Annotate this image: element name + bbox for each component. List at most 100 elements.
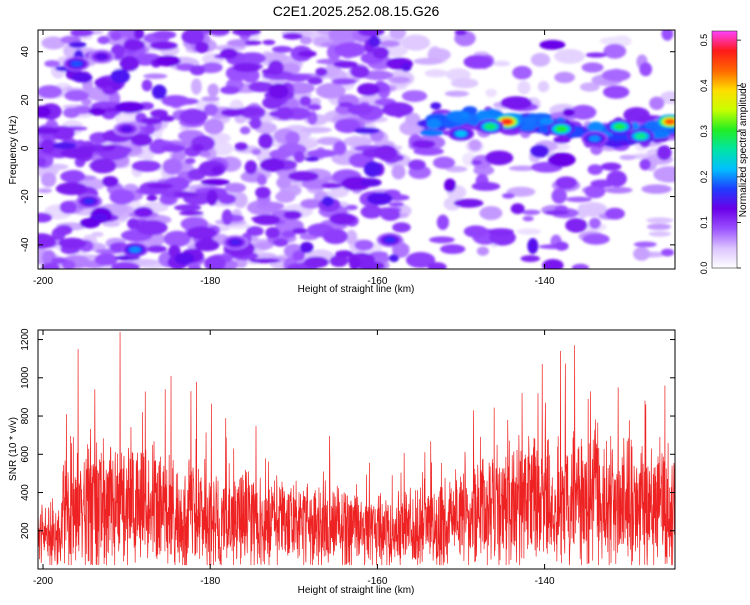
heatmap-cell [288, 171, 319, 182]
colorbar: 0.0 0.1 0.2 0.3 0.4 0.5 Normalized spectral a… [699, 30, 749, 274]
heatmap-cell [565, 218, 588, 233]
heatmap-cell [468, 139, 482, 151]
heatmap-cell [232, 62, 261, 73]
colorbar-tick-label: 0.5 [699, 34, 709, 47]
spectrogram-heatmap [38, 30, 675, 269]
heatmap-cell [430, 102, 442, 110]
heatmap-cell [258, 133, 274, 150]
heatmap-cell [649, 96, 665, 111]
spectrogram-frame [37, 29, 676, 270]
heatmap-cell [96, 53, 107, 60]
heatmap-cell [155, 55, 181, 67]
heatmap-cell [487, 228, 514, 236]
heatmap-cell [173, 98, 199, 105]
heatmap-cell [244, 40, 262, 46]
heatmap-cell [192, 144, 204, 152]
heatmap-cell [444, 90, 470, 97]
heatmap-cell [194, 239, 220, 252]
heatmap-cell [479, 206, 503, 221]
heatmap-cell [579, 202, 608, 217]
heatmap-cell [360, 205, 383, 219]
heatmap-cell [502, 193, 515, 199]
heatmap-cell [232, 30, 261, 36]
heatmap-cell [646, 223, 672, 230]
heatmap-cell [429, 236, 455, 244]
heatmap-cell [92, 213, 108, 221]
heatmap-cell [380, 208, 401, 221]
heatmap-cell [366, 192, 393, 206]
heatmap-cell [362, 70, 394, 81]
heatmap-cell [454, 30, 467, 36]
heatmap-cell [329, 255, 349, 267]
spectrogram-y-axis-label: Frequency (Hz) [8, 116, 19, 185]
heatmap-cell [52, 142, 77, 150]
heatmap-cell [485, 150, 514, 166]
y-tick-label: -20 [20, 189, 31, 204]
heatmap-cell [40, 172, 57, 188]
heatmap-cell [131, 160, 162, 172]
heatmap-cell [537, 80, 550, 93]
heatmap-cell [471, 181, 501, 191]
heatmap-cell [555, 126, 567, 132]
heatmap-cell [218, 193, 237, 205]
heatmap-cell [186, 226, 218, 240]
heatmap-cell [427, 262, 447, 269]
heatmap-cell [71, 72, 93, 83]
heatmap-cell [179, 108, 208, 125]
heatmap-cell [413, 147, 445, 156]
heatmap-cell [38, 233, 56, 249]
y-tick-label: 20 [20, 94, 31, 106]
heatmap-cell [147, 183, 174, 189]
heatmap-cell [321, 196, 334, 207]
y-tick-label: 1000 [20, 366, 31, 389]
heatmap-cell [588, 217, 601, 230]
heatmap-cell [143, 124, 156, 135]
heatmap-cell [293, 151, 305, 163]
heatmap-cell [133, 30, 145, 40]
heatmap-cell [238, 52, 266, 65]
heatmap-cell [412, 139, 436, 149]
heatmap-cell [635, 133, 647, 140]
heatmap-cell [55, 182, 88, 196]
heatmap-cell [382, 102, 414, 117]
heatmap-cell [476, 246, 489, 256]
heatmap-cell [161, 144, 186, 153]
heatmap-cell [604, 207, 625, 220]
heatmap-cell [201, 62, 223, 73]
heatmap-cell [171, 151, 187, 161]
heatmap-cell [589, 135, 601, 142]
heatmap-cell [239, 126, 251, 135]
heatmap-cell [189, 65, 206, 76]
heatmap-cell [544, 210, 570, 216]
heatmap-cell [40, 139, 56, 154]
heatmap-cell [600, 162, 622, 171]
heatmap-cell [646, 217, 674, 224]
heatmap-cell [275, 190, 296, 203]
heatmap-cell [121, 126, 132, 132]
heatmap-cell [201, 96, 220, 102]
heatmap-cell [268, 110, 292, 118]
heatmap-cell [94, 77, 112, 88]
heatmap-cell [405, 252, 436, 268]
heatmap-cell [59, 200, 77, 214]
heatmap-cell [389, 30, 406, 40]
heatmap-cell [204, 255, 226, 269]
heatmap-cell [181, 30, 205, 45]
heatmap-cell [360, 178, 382, 187]
heatmap-cell [38, 188, 52, 194]
x-tick-label: -140 [535, 576, 555, 587]
heatmap-cell [579, 82, 600, 92]
heatmap-cell [345, 204, 358, 211]
heatmap-cell [604, 186, 633, 194]
heatmap-cell [584, 184, 606, 199]
heatmap-cell [522, 216, 534, 222]
heatmap-cell [436, 214, 449, 230]
heatmap-cell [500, 96, 533, 110]
colorbar-tick-label: 0.2 [699, 171, 709, 184]
heatmap-cell [248, 81, 274, 93]
colorbar-tick-label: 0.3 [699, 125, 709, 138]
x-tick-label: -200 [33, 576, 53, 587]
heatmap-cell [94, 253, 118, 266]
